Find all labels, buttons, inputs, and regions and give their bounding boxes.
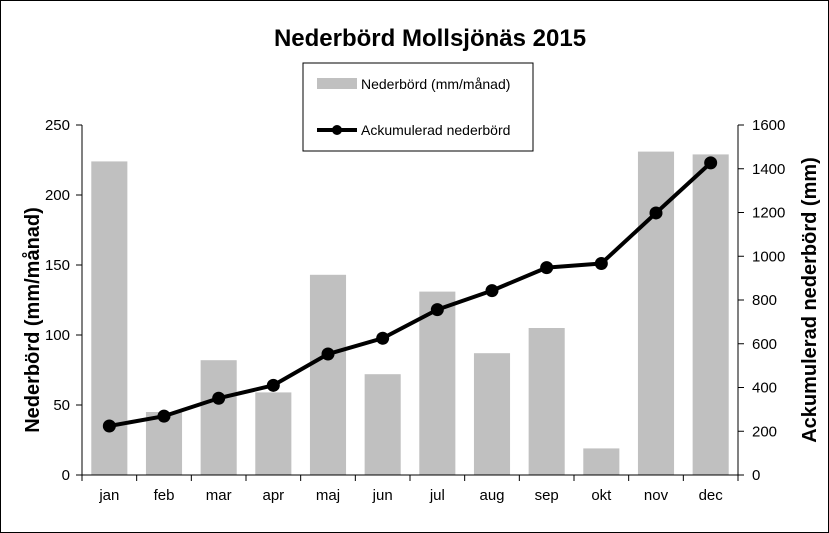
- x-tick-label-apr: apr: [262, 487, 284, 504]
- legend: Nederbörd (mm/månad) Ackumulerad nederbö…: [302, 62, 534, 152]
- x-tick-label-okt: okt: [591, 487, 612, 504]
- legend-swatch-marker: [332, 125, 342, 135]
- bar-jul: [419, 291, 456, 475]
- x-tick-label-maj: maj: [316, 487, 340, 504]
- y-left-tick-label: 200: [45, 187, 70, 204]
- point-jun: [376, 331, 390, 345]
- y-right-tick-label: 600: [752, 336, 777, 353]
- y-right-tick-label: 1400: [752, 161, 785, 178]
- y-right-tick-label: 0: [752, 467, 760, 484]
- point-feb: [157, 409, 171, 423]
- point-nov: [649, 206, 663, 220]
- legend-label-line: Ackumulerad nederbörd: [361, 122, 510, 138]
- point-okt: [594, 256, 608, 270]
- x-tick-label-dec: dec: [699, 487, 724, 504]
- point-mar: [212, 391, 226, 405]
- y-left-tick-label: 100: [45, 327, 70, 344]
- y-right-tick-label: 400: [752, 380, 777, 397]
- point-sep: [540, 261, 554, 275]
- bar-sep: [528, 328, 565, 475]
- y-right-tick-label: 200: [752, 423, 777, 440]
- plot-area: 0 50 100 150 200 250 0 200 400 600 800 1000 1200 1400…: [45, 117, 785, 504]
- x-tick-label-jul: jul: [429, 487, 445, 504]
- y-right-tick-label: 1600: [752, 117, 785, 134]
- bar-okt: [583, 448, 620, 475]
- bar-nov: [637, 151, 675, 475]
- bar-maj: [309, 274, 347, 475]
- chart-title: Nederbörd Mollsjönäs 2015: [274, 25, 586, 52]
- x-tick-label-mar: mar: [206, 487, 232, 504]
- y-right-tick-label: 800: [752, 292, 777, 309]
- bar-mar: [200, 360, 237, 475]
- legend-box: [302, 62, 534, 152]
- point-apr: [266, 378, 280, 392]
- line-accumulated: [108, 161, 713, 428]
- y-left-tick-label: 250: [45, 117, 70, 134]
- y-left-tick-label: 50: [53, 397, 70, 414]
- x-tick-label-nov: nov: [644, 487, 669, 504]
- x-tick-label-aug: aug: [479, 487, 504, 504]
- point-jan: [102, 419, 116, 433]
- y-right-tick-label: 1000: [752, 248, 785, 265]
- bar-jun: [364, 374, 401, 475]
- x-tick-label-jun: jun: [372, 487, 393, 504]
- y-right-tick-label: 1200: [752, 205, 785, 222]
- point-dec: [704, 156, 718, 170]
- y-left-tick-label: 0: [62, 467, 70, 484]
- y-axis-left-title: Nederbörd (mm/månad): [21, 207, 44, 433]
- x-tick-label-sep: sep: [535, 487, 559, 504]
- bar-aug: [473, 353, 511, 475]
- point-aug: [485, 284, 499, 298]
- bar-dec: [692, 154, 729, 475]
- x-tick-label-feb: feb: [154, 487, 175, 504]
- y-axis-right-title: Ackumulerad nederbörd (mm): [799, 157, 821, 443]
- point-maj: [321, 347, 335, 361]
- legend-label-bars: Nederbörd (mm/månad): [361, 76, 510, 92]
- point-jul: [430, 303, 444, 317]
- legend-swatch-bars: [317, 78, 357, 89]
- x-tick-label-jan: jan: [98, 487, 119, 504]
- y-left-tick-label: 150: [45, 257, 70, 274]
- bar-apr: [255, 392, 292, 475]
